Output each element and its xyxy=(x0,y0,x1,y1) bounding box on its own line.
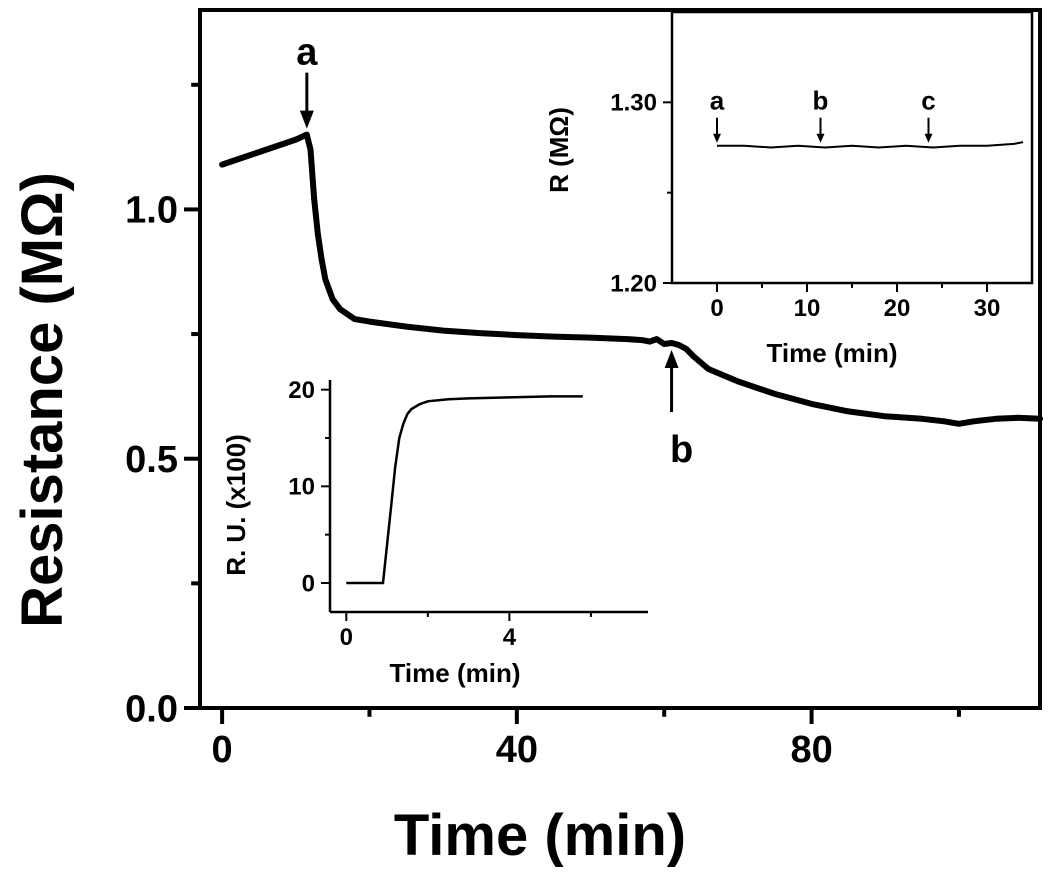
main-series-line xyxy=(219,131,1043,427)
inset-top-right-annotation-arrowhead xyxy=(924,133,933,143)
inset-bottom-left-frame xyxy=(330,380,648,612)
inset1-y-tick-label: 1.30 xyxy=(610,90,657,117)
main-y-tick-label: 1.0 xyxy=(125,190,178,232)
inset1-x-tick-label: 20 xyxy=(884,295,911,322)
inset1-y-tick-label: 1.20 xyxy=(610,270,657,297)
inset1-x-tick-label: 0 xyxy=(710,295,723,322)
main-chart: 0 40 800.00.51.0 ab Time (min) Resistance … xyxy=(10,8,1043,868)
inset-top-right-y-axis-title: R (MΩ) xyxy=(544,107,574,193)
inset-bottom-left-x-axis-title: Time (min) xyxy=(390,658,521,688)
inset-bottom-left-y-axis-title: R. U. (x100) xyxy=(221,434,251,576)
main-annotation-label: a xyxy=(296,32,318,74)
main-x-tick-label: 0 xyxy=(212,729,233,771)
main-annotation-label: b xyxy=(670,429,693,471)
inset-bottom-left-series-line xyxy=(346,395,583,585)
main-y-tick-label: 0.5 xyxy=(125,439,178,481)
inset-bottom-left-chart: 0 4 0 10 20 Time (min) R. U. (x100) xyxy=(221,377,648,688)
inset2-y-tick-label: 10 xyxy=(288,474,315,501)
inset-top-right-annotation-label: a xyxy=(710,86,725,116)
main-x-tick-label: 80 xyxy=(790,729,832,771)
inset2-x-tick-label: 0 xyxy=(340,624,353,651)
main-y-axis-title: Resistance (MΩ) xyxy=(10,172,75,628)
inset2-y-tick-label: 20 xyxy=(288,377,315,404)
main-annotation-arrowhead xyxy=(299,110,314,129)
main-x-tick-label: 40 xyxy=(496,729,538,771)
inset-top-right-annotation-arrowhead xyxy=(816,133,825,143)
inset2-x-tick-label: 4 xyxy=(503,624,517,651)
main-annotation-arrowhead xyxy=(664,350,679,369)
inset-top-right-chart: 0 10 20 30 1.20 1.30 a b c Time (min) R (MΩ) xyxy=(544,10,1034,368)
inset-top-right-annotation-label: b xyxy=(813,86,829,116)
main-y-tick-label: 0.0 xyxy=(125,688,178,730)
inset1-x-tick-label: 30 xyxy=(974,295,1001,322)
main-plot-frame xyxy=(198,8,1042,710)
inset1-x-tick-label: 10 xyxy=(794,295,821,322)
inset2-y-tick-label: 0 xyxy=(302,570,315,597)
inset-top-right-frame xyxy=(670,10,1034,285)
inset-top-right-annotation-arrowhead xyxy=(713,133,721,143)
inset-top-right-annotation-label: c xyxy=(921,86,935,116)
main-x-axis-title: Time (min) xyxy=(394,803,686,868)
inset-top-right-x-axis-title: Time (min) xyxy=(767,338,898,368)
inset-top-right-series-line xyxy=(717,141,1024,149)
